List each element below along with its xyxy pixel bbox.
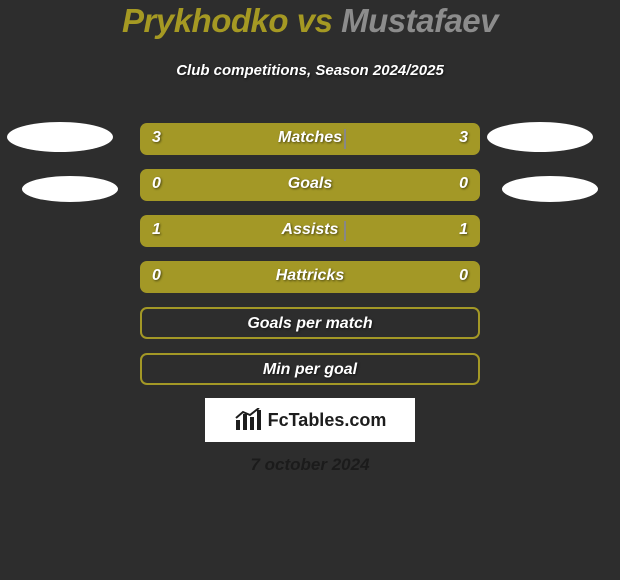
stat-value-right: 0 <box>459 175 468 193</box>
stat-value-left: 1 <box>152 221 161 239</box>
brand-badge: FcTables.com <box>205 398 415 442</box>
stat-value-left: 3 <box>152 129 161 147</box>
brand-text: FcTables.com <box>268 410 387 431</box>
stat-value-left: 0 <box>152 175 161 193</box>
side-ellipse <box>487 122 593 152</box>
snapshot-date: 7 october 2024 <box>0 455 620 475</box>
vs-separator: vs <box>297 2 333 39</box>
stat-label: Goals <box>140 175 480 193</box>
stat-label: Matches <box>140 129 480 147</box>
stat-row: Goals0 0 <box>140 169 480 201</box>
stat-label: Hattricks <box>140 267 480 285</box>
player1-name: Prykhodko <box>122 2 288 39</box>
subtitle: Club competitions, Season 2024/2025 <box>0 62 620 79</box>
comparison-card: Prykhodko vs Mustafaev Club competitions… <box>0 0 620 580</box>
page-title: Prykhodko vs Mustafaev <box>0 2 620 40</box>
stat-divider <box>344 221 346 241</box>
stat-label: Min per goal <box>142 361 478 379</box>
stat-value-right: 0 <box>459 267 468 285</box>
side-ellipse <box>502 176 598 202</box>
stat-value-left: 0 <box>152 267 161 285</box>
side-ellipse <box>22 176 118 202</box>
brand-icon <box>234 408 262 432</box>
stat-row: Hattricks0 0 <box>140 261 480 293</box>
player2-name: Mustafaev <box>341 2 498 39</box>
stat-row: Goals per match <box>140 307 480 339</box>
stat-value-right: 1 <box>459 221 468 239</box>
stat-label: Goals per match <box>142 315 478 333</box>
side-ellipse <box>7 122 113 152</box>
stat-row: Assists1 1 <box>140 215 480 247</box>
stat-row: Min per goal <box>140 353 480 385</box>
stat-label: Assists <box>140 221 480 239</box>
stat-divider <box>344 129 346 149</box>
stat-row: Matches3 3 <box>140 123 480 155</box>
stat-value-right: 3 <box>459 129 468 147</box>
